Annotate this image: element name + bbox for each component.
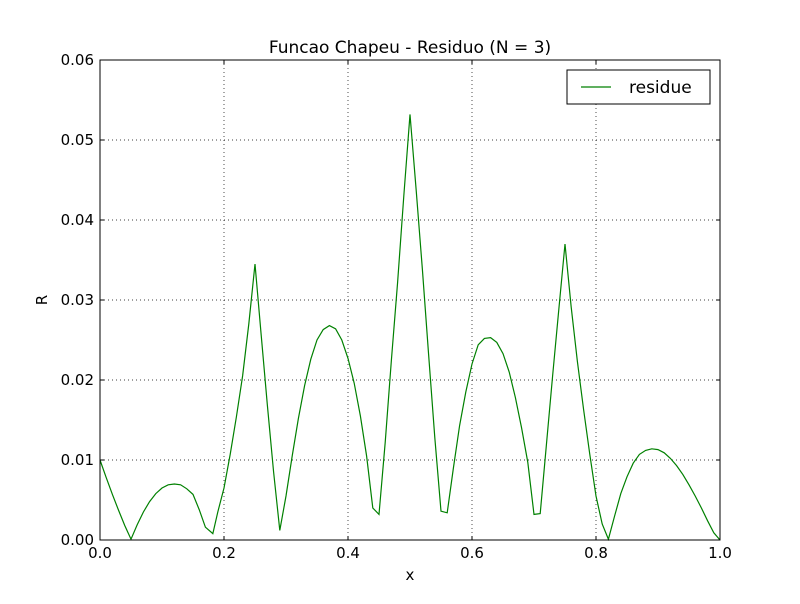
y-axis-label: R bbox=[33, 295, 51, 305]
x-tick-label: 1.0 bbox=[708, 544, 732, 562]
grid-layer bbox=[100, 60, 720, 540]
y-tick-label: 0.02 bbox=[61, 371, 94, 389]
series-layer bbox=[99, 114, 721, 542]
tick-layer: 0.0 0.2 0.4 0.6 0.8 1.0 0.00 0.01 0.02 0.03 0.04 0.… bbox=[61, 51, 732, 562]
x-tick-label: 0.2 bbox=[212, 544, 236, 562]
x-tick-label: 0.4 bbox=[336, 544, 360, 562]
legend: residue bbox=[566, 69, 711, 105]
series-line-residue bbox=[99, 114, 721, 542]
y-tick-label: 0.01 bbox=[61, 451, 94, 469]
x-tick-label: 0.8 bbox=[584, 544, 608, 562]
x-axis-label: x bbox=[406, 566, 415, 584]
chart-title: Funcao Chapeu - Residuo (N = 3) bbox=[269, 38, 551, 58]
y-tick-label: 0.03 bbox=[61, 291, 94, 309]
legend-label-residue: residue bbox=[629, 78, 692, 98]
y-tick-label: 0.05 bbox=[61, 131, 94, 149]
y-tick-label: 0.04 bbox=[61, 211, 94, 229]
y-tick-label: 0.00 bbox=[61, 531, 94, 549]
x-tick-label: 0.6 bbox=[460, 544, 484, 562]
legend-box bbox=[566, 69, 711, 105]
y-tick-label: 0.06 bbox=[61, 51, 94, 69]
x-tick-label: 0.0 bbox=[88, 544, 112, 562]
